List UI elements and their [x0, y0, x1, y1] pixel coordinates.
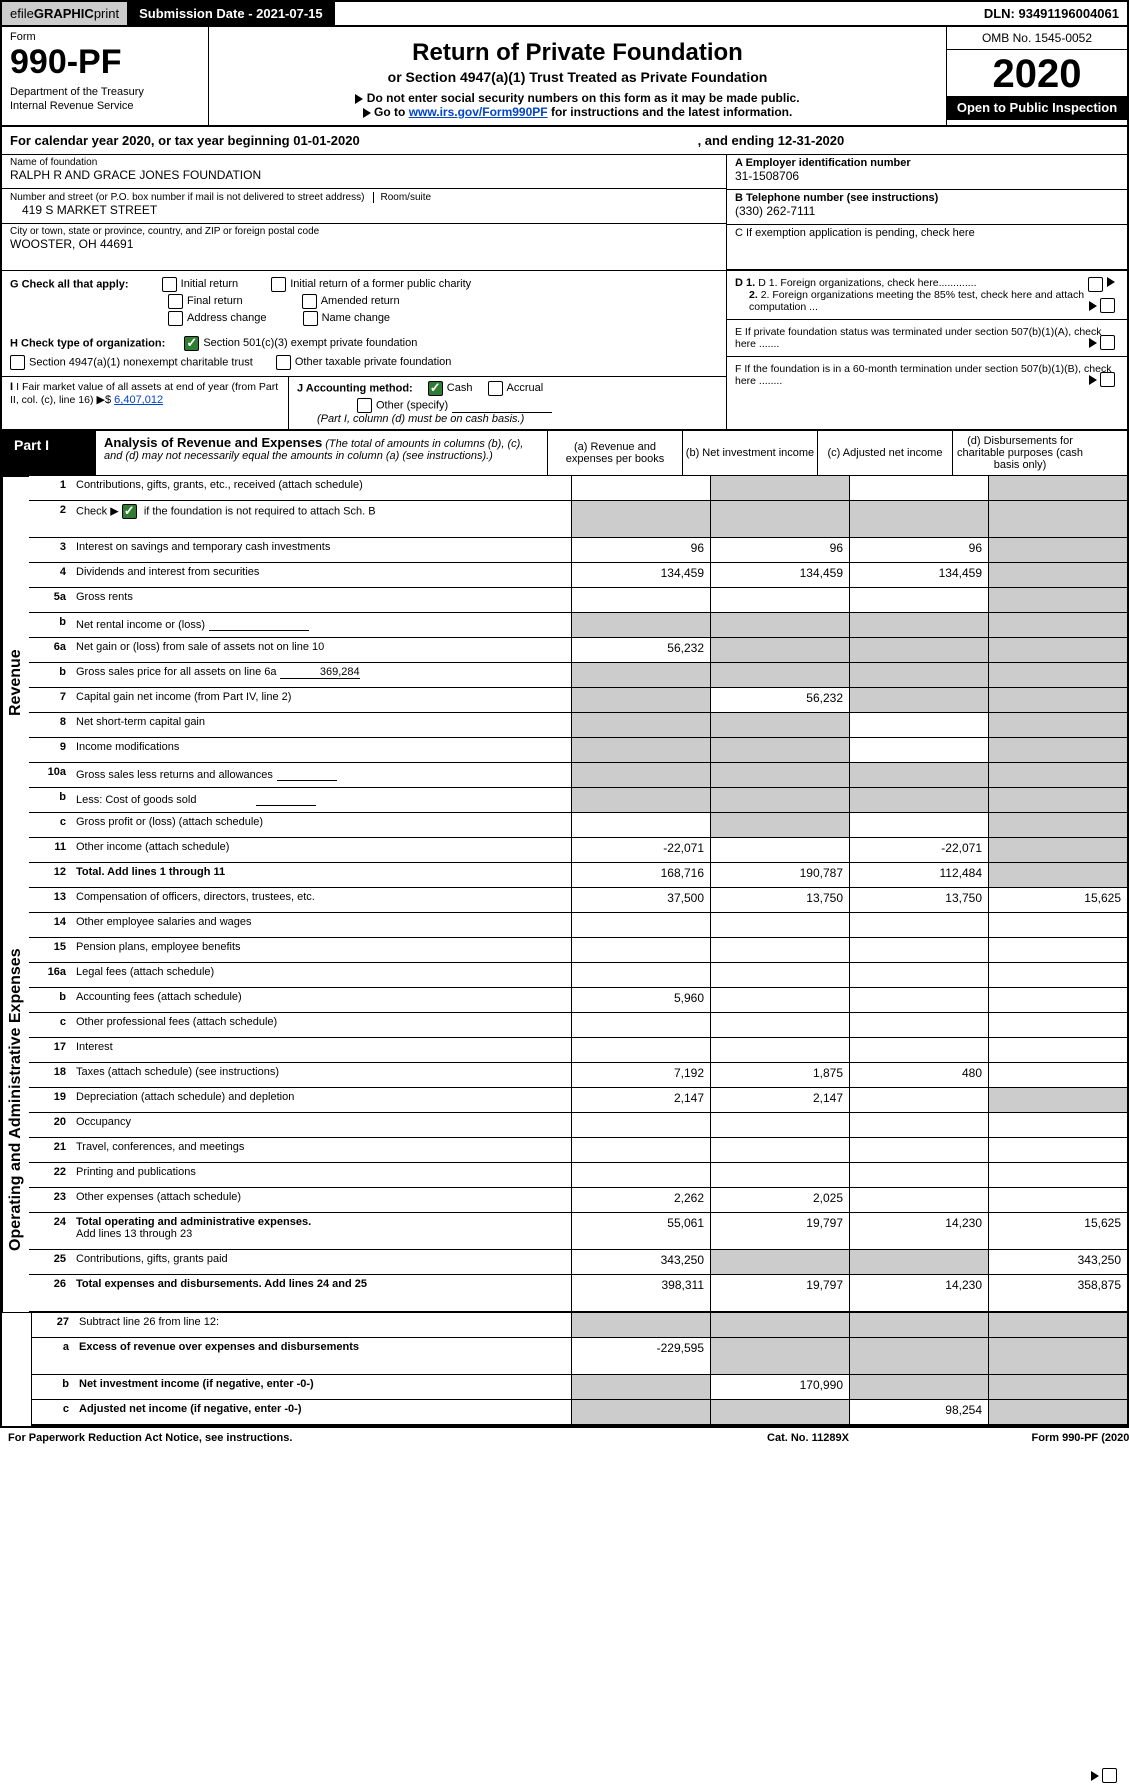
omb-number: OMB No. 1545-0052 — [947, 27, 1127, 50]
note-2: Go to www.irs.gov/Form990PF for instruct… — [217, 105, 938, 119]
checkbox-initial[interactable] — [162, 277, 177, 292]
checkbox-initial-former[interactable] — [271, 277, 286, 292]
col-a-header: (a) Revenue and expenses per books — [547, 431, 682, 475]
checkbox-e[interactable] — [1100, 335, 1115, 350]
d-foreign: D 1. D 1. Foreign organizations, check h… — [727, 271, 1127, 320]
checkbox-501c3[interactable] — [184, 336, 199, 351]
department: Department of the Treasury Internal Reve… — [10, 85, 200, 114]
checkbox-final[interactable] — [168, 294, 183, 309]
triangle-icon — [1107, 277, 1115, 287]
ein: A Employer identification number 31-1508… — [727, 155, 1127, 190]
form-container: efile GRAPHIC print Submission Date - 20… — [0, 0, 1129, 1428]
checkbox-other-taxable[interactable] — [276, 355, 291, 370]
part-desc: Analysis of Revenue and Expenses (The to… — [96, 431, 547, 475]
checkbox-d2[interactable] — [1100, 298, 1115, 313]
header-mid: Return of Private Foundation or Section … — [209, 27, 947, 125]
h-checks: H Check type of organization: Section 50… — [10, 336, 718, 370]
triangle-icon — [363, 108, 371, 118]
triangle-icon — [1089, 338, 1097, 348]
checkbox-f[interactable] — [1100, 372, 1115, 387]
city-state-zip: City or town, state or province, country… — [2, 224, 726, 257]
identity-block: Name of foundation RALPH R AND GRACE JON… — [2, 155, 1127, 271]
part-1-header: Part I Analysis of Revenue and Expenses … — [2, 431, 1127, 476]
e-terminated: E If private foundation status was termi… — [727, 320, 1127, 357]
col-b-header: (b) Net investment income — [682, 431, 817, 475]
exemption-pending: C If exemption application is pending, c… — [727, 225, 1127, 270]
header: Form 990-PF Department of the Treasury I… — [2, 27, 1127, 127]
open-public: Open to Public Inspection — [947, 96, 1127, 120]
triangle-icon — [1091, 1771, 1099, 1781]
checks-section: G Check all that apply: Initial return I… — [2, 271, 1127, 431]
footer: For Paperwork Reduction Act Notice, see … — [0, 1428, 1129, 1448]
form-title: Return of Private Foundation — [217, 39, 938, 67]
foundation-name: Name of foundation RALPH R AND GRACE JON… — [2, 155, 726, 189]
checkbox-sch-b[interactable] — [122, 504, 137, 519]
triangle-icon — [1089, 301, 1097, 311]
line-27: 27Subtract line 26 from line 12: aExcess… — [2, 1312, 1127, 1426]
col-c-header: (c) Adjusted net income — [817, 431, 952, 475]
part-label: Part I — [2, 431, 96, 475]
irs-link[interactable]: www.irs.gov/Form990PF — [409, 105, 548, 119]
submission-date: Submission Date - 2021-07-15 — [129, 2, 335, 25]
checkbox-amended[interactable] — [302, 294, 317, 309]
footer-notice: For Paperwork Reduction Act Notice, see … — [8, 1432, 683, 1444]
checkbox-cash[interactable] — [428, 381, 443, 396]
fmv-link[interactable]: 6,407,012 — [114, 394, 163, 406]
checkbox-address-change[interactable] — [168, 311, 183, 326]
form-number: 990-PF — [10, 45, 200, 79]
checkbox-c[interactable] — [1102, 1768, 1117, 1783]
oae-side-label: Operating and Administrative Expenses — [2, 888, 29, 1312]
tax-year: 2020 — [947, 50, 1127, 96]
topbar: efile GRAPHIC print Submission Date - 20… — [2, 2, 1127, 27]
street-address: Number and street (or P.O. box number if… — [2, 189, 726, 224]
expenses-table: Operating and Administrative Expenses 13… — [2, 888, 1127, 1312]
revenue-side-label: Revenue — [2, 476, 29, 888]
col-d-header: (d) Disbursements for charitable purpose… — [952, 431, 1087, 475]
revenue-table: Revenue 1Contributions, gifts, grants, e… — [2, 476, 1127, 888]
checkbox-other-method[interactable] — [357, 398, 372, 413]
checkbox-accrual[interactable] — [488, 381, 503, 396]
calendar-year-row: For calendar year 2020, or tax year begi… — [2, 127, 1127, 155]
note-1: Do not enter social security numbers on … — [217, 91, 938, 105]
header-right: OMB No. 1545-0052 2020 Open to Public In… — [947, 27, 1127, 125]
header-left: Form 990-PF Department of the Treasury I… — [2, 27, 209, 125]
triangle-icon — [355, 94, 363, 104]
form-word: Form — [10, 31, 200, 43]
dln: DLN: 93491196004061 — [976, 2, 1127, 25]
triangle-icon — [1089, 375, 1097, 385]
g-checks: G Check all that apply: Initial return I… — [10, 277, 718, 326]
f-termination: F If the foundation is in a 60-month ter… — [727, 357, 1127, 393]
i-j-row: I I Fair market value of all assets at e… — [2, 376, 726, 429]
footer-catno: Cat. No. 11289X — [683, 1432, 933, 1444]
checkbox-4947[interactable] — [10, 355, 25, 370]
form-subtitle: or Section 4947(a)(1) Trust Treated as P… — [217, 69, 938, 85]
checkbox-name-change[interactable] — [303, 311, 318, 326]
telephone: B Telephone number (see instructions) (3… — [727, 190, 1127, 225]
footer-formref: Form 990-PF (2020) — [933, 1432, 1129, 1444]
checkbox-d1[interactable] — [1088, 277, 1103, 292]
efile-label: efile GRAPHIC print — [2, 2, 129, 25]
